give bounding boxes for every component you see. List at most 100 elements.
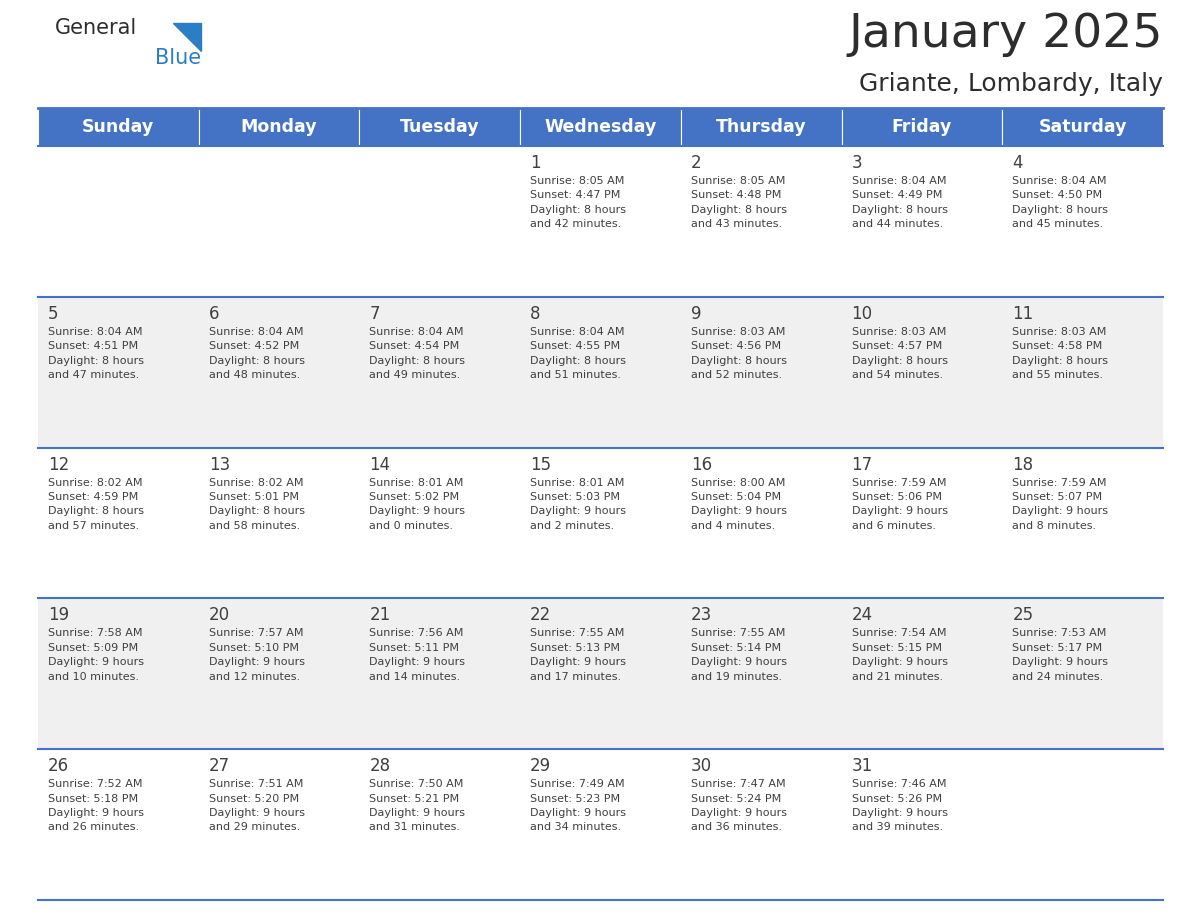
Text: 23: 23 xyxy=(691,607,712,624)
Text: 22: 22 xyxy=(530,607,551,624)
Text: 30: 30 xyxy=(691,757,712,775)
Bar xyxy=(841,599,1003,749)
Bar xyxy=(520,749,681,900)
Text: Sunrise: 7:57 AM
Sunset: 5:10 PM
Daylight: 9 hours
and 12 minutes.: Sunrise: 7:57 AM Sunset: 5:10 PM Dayligh… xyxy=(209,629,304,681)
Bar xyxy=(360,448,520,599)
Bar xyxy=(38,297,198,448)
Bar xyxy=(38,599,198,749)
Text: Sunrise: 7:58 AM
Sunset: 5:09 PM
Daylight: 9 hours
and 10 minutes.: Sunrise: 7:58 AM Sunset: 5:09 PM Dayligh… xyxy=(48,629,144,681)
Bar xyxy=(520,297,681,448)
Text: Sunrise: 7:50 AM
Sunset: 5:21 PM
Daylight: 9 hours
and 31 minutes.: Sunrise: 7:50 AM Sunset: 5:21 PM Dayligh… xyxy=(369,779,466,833)
Text: 18: 18 xyxy=(1012,455,1034,474)
Text: 16: 16 xyxy=(691,455,712,474)
Text: 3: 3 xyxy=(852,154,862,172)
Text: Sunrise: 8:04 AM
Sunset: 4:54 PM
Daylight: 8 hours
and 49 minutes.: Sunrise: 8:04 AM Sunset: 4:54 PM Dayligh… xyxy=(369,327,466,380)
Text: 6: 6 xyxy=(209,305,220,323)
Text: Sunrise: 8:02 AM
Sunset: 4:59 PM
Daylight: 8 hours
and 57 minutes.: Sunrise: 8:02 AM Sunset: 4:59 PM Dayligh… xyxy=(48,477,144,531)
Bar xyxy=(520,108,681,146)
Text: 12: 12 xyxy=(48,455,69,474)
Polygon shape xyxy=(173,23,201,51)
Bar xyxy=(1003,599,1163,749)
Bar xyxy=(360,599,520,749)
Text: Sunrise: 7:49 AM
Sunset: 5:23 PM
Daylight: 9 hours
and 34 minutes.: Sunrise: 7:49 AM Sunset: 5:23 PM Dayligh… xyxy=(530,779,626,833)
Text: Sunrise: 8:01 AM
Sunset: 5:03 PM
Daylight: 9 hours
and 2 minutes.: Sunrise: 8:01 AM Sunset: 5:03 PM Dayligh… xyxy=(530,477,626,531)
Text: Sunrise: 8:05 AM
Sunset: 4:47 PM
Daylight: 8 hours
and 42 minutes.: Sunrise: 8:05 AM Sunset: 4:47 PM Dayligh… xyxy=(530,176,626,230)
Text: Sunrise: 7:47 AM
Sunset: 5:24 PM
Daylight: 9 hours
and 36 minutes.: Sunrise: 7:47 AM Sunset: 5:24 PM Dayligh… xyxy=(691,779,786,833)
Bar xyxy=(841,297,1003,448)
Text: Sunrise: 8:03 AM
Sunset: 4:58 PM
Daylight: 8 hours
and 55 minutes.: Sunrise: 8:03 AM Sunset: 4:58 PM Dayligh… xyxy=(1012,327,1108,380)
Text: 4: 4 xyxy=(1012,154,1023,172)
Bar xyxy=(1003,749,1163,900)
Bar xyxy=(198,108,360,146)
Text: General: General xyxy=(55,18,138,38)
Text: 19: 19 xyxy=(48,607,69,624)
Text: Sunrise: 7:59 AM
Sunset: 5:06 PM
Daylight: 9 hours
and 6 minutes.: Sunrise: 7:59 AM Sunset: 5:06 PM Dayligh… xyxy=(852,477,948,531)
Bar xyxy=(1003,108,1163,146)
Bar xyxy=(681,297,841,448)
Text: 10: 10 xyxy=(852,305,873,323)
Text: Sunrise: 8:04 AM
Sunset: 4:50 PM
Daylight: 8 hours
and 45 minutes.: Sunrise: 8:04 AM Sunset: 4:50 PM Dayligh… xyxy=(1012,176,1108,230)
Text: 24: 24 xyxy=(852,607,873,624)
Text: 17: 17 xyxy=(852,455,873,474)
Bar xyxy=(1003,297,1163,448)
Text: Sunrise: 7:55 AM
Sunset: 5:14 PM
Daylight: 9 hours
and 19 minutes.: Sunrise: 7:55 AM Sunset: 5:14 PM Dayligh… xyxy=(691,629,786,681)
Bar xyxy=(198,599,360,749)
Bar xyxy=(38,749,198,900)
Text: 25: 25 xyxy=(1012,607,1034,624)
Bar xyxy=(681,749,841,900)
Bar xyxy=(841,108,1003,146)
Text: 27: 27 xyxy=(209,757,229,775)
Bar xyxy=(841,749,1003,900)
Text: 9: 9 xyxy=(691,305,701,323)
Text: 31: 31 xyxy=(852,757,873,775)
Text: Sunrise: 8:04 AM
Sunset: 4:55 PM
Daylight: 8 hours
and 51 minutes.: Sunrise: 8:04 AM Sunset: 4:55 PM Dayligh… xyxy=(530,327,626,380)
Text: 13: 13 xyxy=(209,455,230,474)
Text: Saturday: Saturday xyxy=(1038,118,1127,136)
Text: Sunrise: 8:05 AM
Sunset: 4:48 PM
Daylight: 8 hours
and 43 minutes.: Sunrise: 8:05 AM Sunset: 4:48 PM Dayligh… xyxy=(691,176,786,230)
Text: Sunrise: 8:00 AM
Sunset: 5:04 PM
Daylight: 9 hours
and 4 minutes.: Sunrise: 8:00 AM Sunset: 5:04 PM Dayligh… xyxy=(691,477,786,531)
Text: 2: 2 xyxy=(691,154,701,172)
Bar xyxy=(520,448,681,599)
Text: 14: 14 xyxy=(369,455,391,474)
Bar xyxy=(681,448,841,599)
Bar xyxy=(360,297,520,448)
Bar xyxy=(38,146,198,297)
Text: 1: 1 xyxy=(530,154,541,172)
Text: Friday: Friday xyxy=(892,118,952,136)
Bar xyxy=(841,448,1003,599)
Text: Sunrise: 8:01 AM
Sunset: 5:02 PM
Daylight: 9 hours
and 0 minutes.: Sunrise: 8:01 AM Sunset: 5:02 PM Dayligh… xyxy=(369,477,466,531)
Text: 8: 8 xyxy=(530,305,541,323)
Text: Griante, Lombardy, Italy: Griante, Lombardy, Italy xyxy=(859,72,1163,96)
Text: Sunday: Sunday xyxy=(82,118,154,136)
Bar xyxy=(1003,146,1163,297)
Text: Sunrise: 8:04 AM
Sunset: 4:51 PM
Daylight: 8 hours
and 47 minutes.: Sunrise: 8:04 AM Sunset: 4:51 PM Dayligh… xyxy=(48,327,144,380)
Bar xyxy=(360,108,520,146)
Bar xyxy=(520,599,681,749)
Text: Sunrise: 7:56 AM
Sunset: 5:11 PM
Daylight: 9 hours
and 14 minutes.: Sunrise: 7:56 AM Sunset: 5:11 PM Dayligh… xyxy=(369,629,466,681)
Text: 28: 28 xyxy=(369,757,391,775)
Bar xyxy=(841,146,1003,297)
Text: 11: 11 xyxy=(1012,305,1034,323)
Bar xyxy=(681,108,841,146)
Text: 20: 20 xyxy=(209,607,229,624)
Text: Sunrise: 7:53 AM
Sunset: 5:17 PM
Daylight: 9 hours
and 24 minutes.: Sunrise: 7:53 AM Sunset: 5:17 PM Dayligh… xyxy=(1012,629,1108,681)
Bar xyxy=(681,146,841,297)
Text: Sunrise: 8:02 AM
Sunset: 5:01 PM
Daylight: 8 hours
and 58 minutes.: Sunrise: 8:02 AM Sunset: 5:01 PM Dayligh… xyxy=(209,477,304,531)
Text: Sunrise: 7:46 AM
Sunset: 5:26 PM
Daylight: 9 hours
and 39 minutes.: Sunrise: 7:46 AM Sunset: 5:26 PM Dayligh… xyxy=(852,779,948,833)
Bar xyxy=(198,297,360,448)
Text: 5: 5 xyxy=(48,305,58,323)
Text: Sunrise: 8:04 AM
Sunset: 4:52 PM
Daylight: 8 hours
and 48 minutes.: Sunrise: 8:04 AM Sunset: 4:52 PM Dayligh… xyxy=(209,327,304,380)
Text: Sunrise: 7:59 AM
Sunset: 5:07 PM
Daylight: 9 hours
and 8 minutes.: Sunrise: 7:59 AM Sunset: 5:07 PM Dayligh… xyxy=(1012,477,1108,531)
Text: Sunrise: 7:52 AM
Sunset: 5:18 PM
Daylight: 9 hours
and 26 minutes.: Sunrise: 7:52 AM Sunset: 5:18 PM Dayligh… xyxy=(48,779,144,833)
Text: Thursday: Thursday xyxy=(716,118,807,136)
Bar xyxy=(198,146,360,297)
Text: Monday: Monday xyxy=(241,118,317,136)
Text: Sunrise: 8:04 AM
Sunset: 4:49 PM
Daylight: 8 hours
and 44 minutes.: Sunrise: 8:04 AM Sunset: 4:49 PM Dayligh… xyxy=(852,176,948,230)
Text: Wednesday: Wednesday xyxy=(544,118,657,136)
Text: 26: 26 xyxy=(48,757,69,775)
Bar xyxy=(38,448,198,599)
Text: 15: 15 xyxy=(530,455,551,474)
Bar xyxy=(198,448,360,599)
Text: Blue: Blue xyxy=(154,48,201,68)
Text: Tuesday: Tuesday xyxy=(400,118,480,136)
